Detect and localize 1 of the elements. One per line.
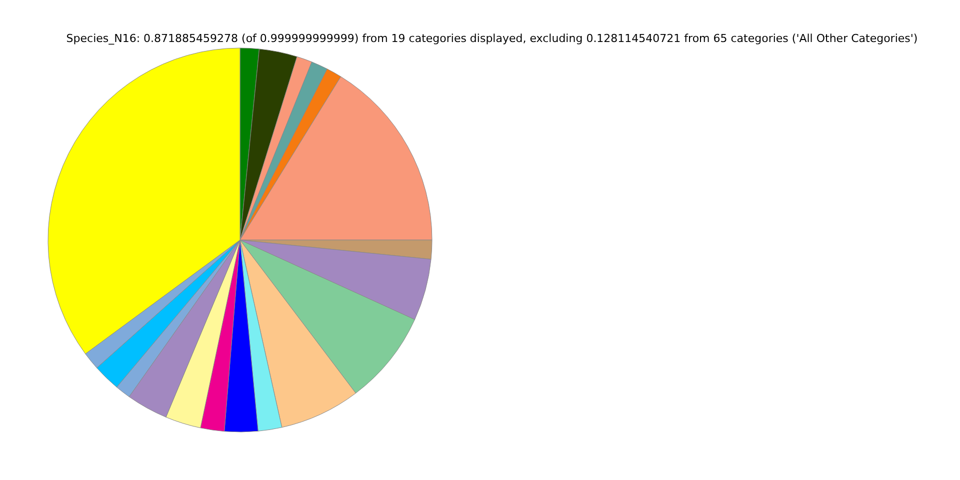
text: Species_N16: 0.871885459278 (of 0.999999999999) from 19 categories displayed, excluding 0.128114540721 from 65 categories ('All Other Categories') — [65, 32, 919, 45]
